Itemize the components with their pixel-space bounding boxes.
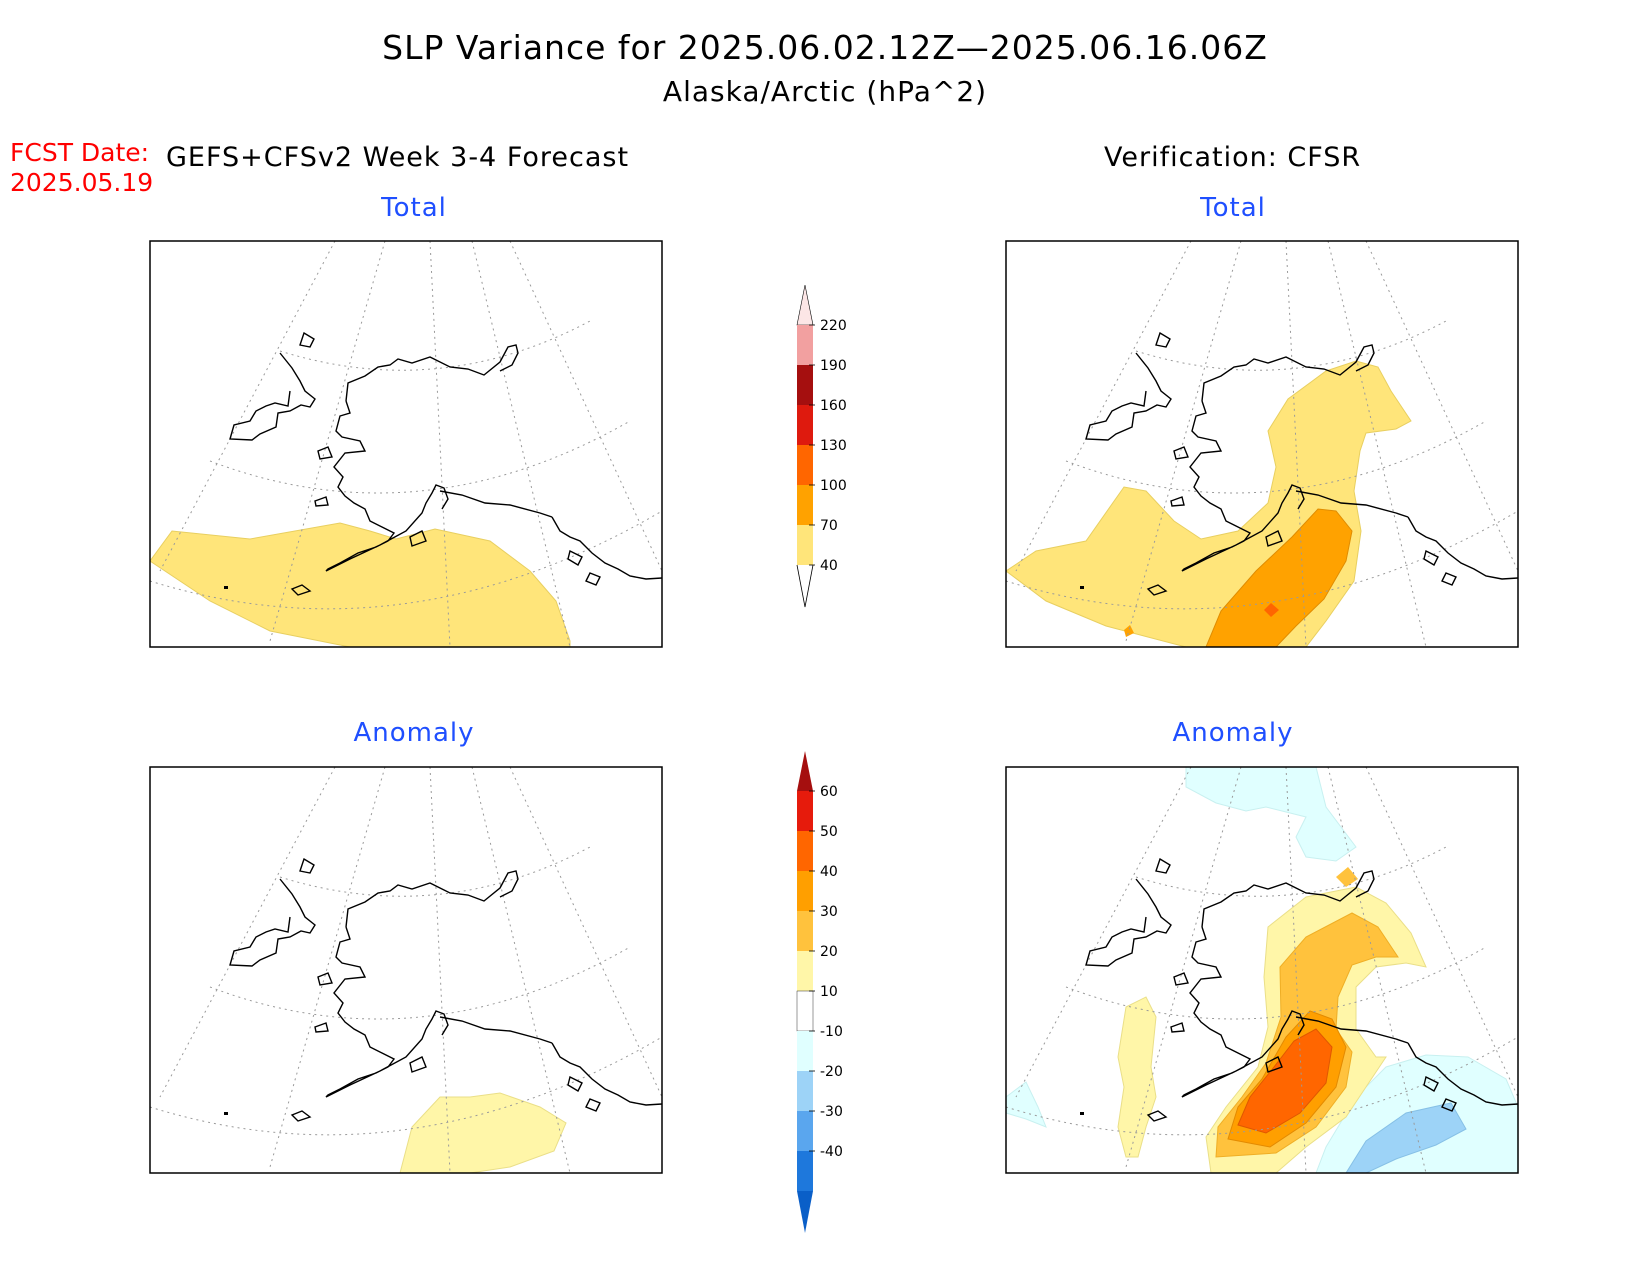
forecast-anomaly-map (149, 766, 663, 1174)
verification-anomaly-shading-neg10-west (1006, 1081, 1047, 1128)
legend-anomaly-label: -40 (820, 1144, 843, 1160)
legend-total-label: 190 (820, 358, 847, 374)
legend-total-label: 70 (820, 518, 838, 534)
legend-anomaly-swatch (796, 990, 814, 1032)
legend-anomaly-label: 30 (820, 904, 838, 920)
legend-total-label: 220 (820, 318, 847, 334)
legend-total-swatch (797, 325, 813, 365)
fcst-date-value: 2025.05.19 (10, 168, 154, 197)
verification-total-map (1005, 240, 1519, 648)
forecast-anomaly-shading-10 (399, 1092, 567, 1173)
legend-anomaly-label: -20 (820, 1064, 843, 1080)
legend-anomaly-swatch (797, 911, 813, 951)
verification-total-shading-70 (1205, 508, 1353, 647)
forecast-anomaly-title: Anomaly (353, 718, 475, 748)
verification-anomaly-shading-40 (1237, 1028, 1333, 1134)
verification-anomaly-title: Anomaly (1172, 718, 1294, 748)
legend-anomaly-label: 10 (820, 984, 838, 1000)
legend-total-label: 130 (820, 438, 847, 454)
legend-total-swatch (797, 365, 813, 405)
verification-anomaly-map (1005, 766, 1519, 1174)
legend-anomaly-label: 50 (820, 824, 838, 840)
legend-anomaly-label: 20 (820, 944, 838, 960)
legend-total-swatch (797, 525, 813, 565)
chart-title: SLP Variance for 2025.06.02.12Z—2025.06.… (382, 28, 1268, 67)
legend-anomaly-swatch (797, 951, 813, 991)
legend-total-swatch (797, 445, 813, 485)
legend-anomaly-cap-top (797, 751, 813, 791)
forecast-total-map (149, 240, 663, 648)
verification-anomaly-shading-10 (1117, 996, 1157, 1158)
forecast-total-title: Total (381, 193, 447, 223)
verification-header: Verification: CFSR (1104, 142, 1362, 173)
legend-total-swatch (797, 405, 813, 445)
legend-total-label: 100 (820, 478, 847, 494)
legend-anomaly-label: -30 (820, 1104, 843, 1120)
verification-total-shading-100 (1264, 603, 1279, 617)
chart-subtitle: Alaska/Arctic (hPa^2) (662, 75, 988, 108)
legend-anomaly-swatch (797, 1151, 813, 1191)
legend-total-swatch (797, 485, 813, 525)
legend-anomaly-swatch (797, 1111, 813, 1151)
legend-anomaly-swatch (797, 791, 813, 831)
legend-anomaly-swatch (797, 1071, 813, 1111)
legend-anomaly-swatch (797, 831, 813, 871)
legend-total-label: 40 (820, 558, 838, 574)
verification-total-title: Total (1200, 193, 1266, 223)
legend-anomaly-swatch (797, 1031, 813, 1071)
legend-anomaly-label: -10 (820, 1024, 843, 1040)
fcst-date-block: FCST Date: 2025.05.19 (10, 138, 153, 198)
verification-anomaly-shading-20-ne (1336, 867, 1358, 887)
forecast-total-shading-40 (150, 522, 571, 647)
legend-total-cap-bottom (796, 564, 814, 608)
legend-anomaly-colorbar: 60 50 40 30 20 10 -10 -20 -30 -40 (796, 751, 843, 1233)
forecast-header: GEFS+CFSv2 Week 3-4 Forecast (166, 142, 630, 173)
legend-anomaly-cap-bottom (797, 1191, 813, 1233)
verification-anomaly-shading-neg20 (1345, 1102, 1467, 1173)
legend-total-cap-top (796, 284, 814, 326)
fcst-date-label: FCST Date: (10, 138, 150, 167)
verification-anomaly-shading-neg10-north (1185, 767, 1357, 862)
legend-anomaly-label: 40 (820, 864, 838, 880)
legend-total-colorbar: 220 190 160 130 100 70 40 (796, 284, 847, 608)
legend-total-label: 160 (820, 398, 847, 414)
legend-anomaly-swatch (797, 871, 813, 911)
legend-anomaly-label: 60 (820, 784, 838, 800)
